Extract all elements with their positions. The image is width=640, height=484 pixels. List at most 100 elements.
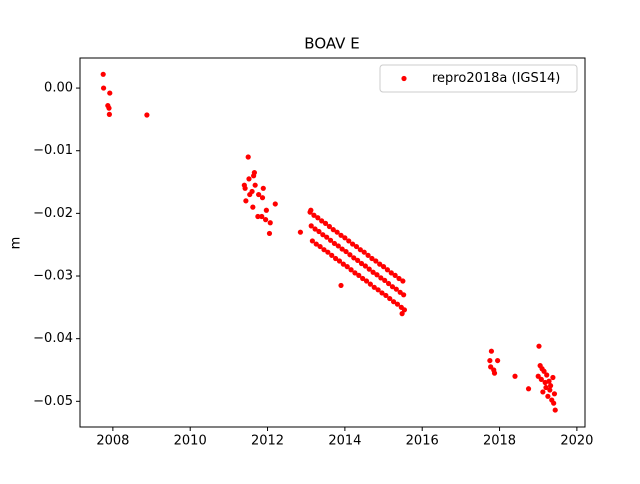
point — [319, 218, 325, 224]
point — [399, 311, 405, 317]
point — [249, 188, 255, 195]
point — [378, 275, 384, 281]
point — [259, 195, 266, 201]
point — [313, 241, 319, 247]
point — [342, 235, 348, 241]
point — [374, 272, 380, 278]
point — [339, 246, 345, 252]
point — [325, 249, 331, 255]
point — [327, 237, 334, 243]
point — [388, 270, 394, 276]
legend-label: repro2018a (IGS14) — [432, 71, 560, 86]
point — [392, 272, 398, 278]
point — [380, 264, 387, 270]
point — [251, 170, 257, 176]
point — [106, 105, 112, 111]
point — [357, 247, 363, 253]
point — [334, 229, 340, 235]
point — [255, 213, 261, 220]
point — [346, 238, 352, 244]
point — [389, 284, 396, 290]
point — [536, 343, 542, 349]
x-tick-label: 2016 — [406, 434, 439, 449]
point — [267, 220, 273, 226]
point — [311, 212, 317, 218]
point — [331, 240, 338, 247]
point — [355, 257, 361, 263]
point — [242, 185, 248, 191]
point — [348, 267, 354, 273]
point — [525, 386, 532, 392]
point — [540, 389, 546, 395]
point — [340, 261, 346, 267]
point — [366, 266, 372, 272]
point — [382, 277, 388, 284]
y-tick-label: 0.00 — [44, 81, 73, 96]
point — [394, 301, 401, 307]
point — [487, 357, 493, 364]
point — [243, 198, 249, 204]
point — [263, 217, 269, 223]
point — [383, 292, 389, 299]
legend-marker — [401, 75, 407, 82]
point — [369, 255, 375, 262]
point — [401, 307, 408, 313]
point — [297, 229, 304, 235]
x-tick-label: 2012 — [251, 434, 284, 449]
point — [363, 278, 370, 284]
point — [350, 241, 356, 247]
point — [321, 247, 327, 253]
point — [144, 112, 150, 118]
point — [352, 270, 358, 276]
point — [260, 185, 266, 191]
point — [362, 263, 368, 269]
point — [512, 373, 518, 379]
y-tick-label: −0.01 — [33, 143, 73, 158]
point — [543, 384, 549, 391]
y-tick-label: −0.03 — [33, 269, 73, 284]
point — [384, 267, 391, 273]
x-tick-label: 2014 — [328, 434, 361, 449]
point — [547, 383, 554, 389]
point — [550, 374, 556, 381]
point — [347, 252, 353, 258]
y-tick-label: −0.04 — [33, 331, 73, 346]
point — [263, 207, 269, 213]
point — [324, 234, 330, 240]
point — [322, 220, 329, 226]
point — [377, 261, 383, 267]
y-tick-label: −0.02 — [33, 206, 73, 221]
x-tick-label: 2018 — [483, 434, 516, 449]
point — [353, 243, 360, 250]
point — [541, 368, 547, 374]
x-tick-label: 2020 — [560, 434, 593, 449]
point — [336, 258, 343, 264]
point — [367, 281, 373, 287]
point — [390, 299, 397, 305]
point — [358, 260, 365, 267]
point — [317, 243, 323, 250]
point — [351, 255, 357, 261]
point — [344, 264, 350, 270]
point — [387, 295, 393, 302]
point — [400, 278, 406, 284]
point — [308, 207, 314, 213]
point — [332, 255, 339, 262]
point — [356, 272, 362, 278]
chart-title: BOAV E — [304, 35, 359, 53]
point — [107, 90, 113, 96]
point — [547, 387, 553, 393]
point — [495, 357, 501, 364]
plot-area — [79, 57, 586, 428]
y-axis-label: m — [9, 237, 24, 250]
x-tick-label: 2008 — [96, 434, 129, 449]
point — [246, 176, 252, 182]
point — [259, 213, 265, 220]
point — [552, 407, 558, 413]
point — [312, 226, 318, 232]
point — [245, 154, 251, 160]
point — [401, 292, 407, 298]
point — [488, 348, 495, 354]
point — [338, 282, 344, 289]
point — [491, 370, 498, 376]
